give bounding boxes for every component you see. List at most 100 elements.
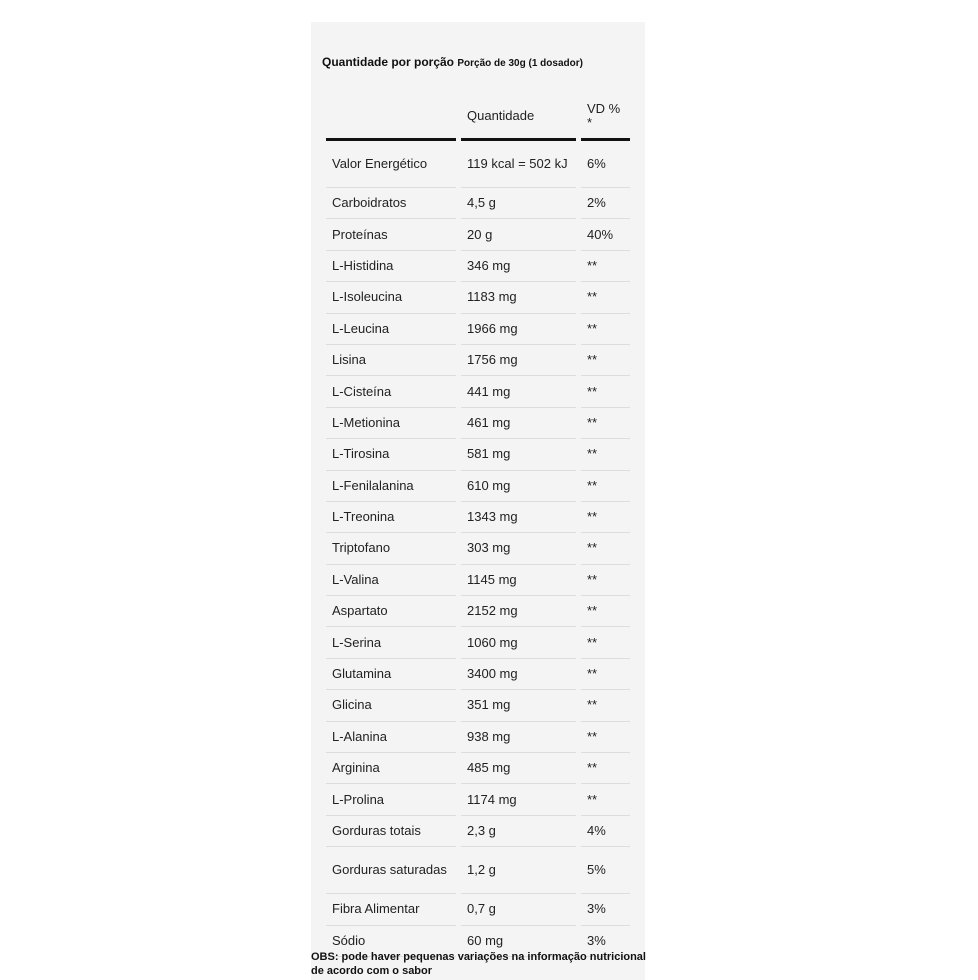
vd-cell: 4%: [581, 816, 630, 848]
quantity-cell: 441 mg: [461, 376, 576, 408]
quantity-cell: 1966 mg: [461, 314, 576, 345]
nutrient-cell: Valor Energético: [326, 141, 456, 188]
table-row: L-Histidina 346 mg **: [326, 251, 630, 283]
vd-cell: **: [581, 251, 630, 283]
nutrient-cell: Lisina: [326, 345, 456, 377]
vd-cell: 40%: [581, 219, 630, 251]
vd-cell: **: [581, 314, 630, 345]
nutrient-cell: L-Serina: [326, 627, 456, 659]
table-row: Lisina 1756 mg **: [326, 345, 630, 377]
table-row: Valor Energético 119 kcal = 502 kJ 6%: [326, 141, 630, 188]
nutrient-cell: L-Histidina: [326, 251, 456, 283]
vd-cell: **: [581, 627, 630, 659]
quantity-cell: 20 g: [461, 219, 576, 251]
quantity-cell: 303 mg: [461, 533, 576, 565]
nutrient-cell: Arginina: [326, 753, 456, 785]
nutrient-cell: Proteínas: [326, 219, 456, 251]
vd-cell: **: [581, 690, 630, 722]
nutrient-cell: L-Fenilalanina: [326, 471, 456, 502]
vd-cell: **: [581, 722, 630, 754]
nutrient-cell: Fibra Alimentar: [326, 894, 456, 926]
nutrient-cell: Carboidratos: [326, 188, 456, 220]
nutrient-cell: Aspartato: [326, 596, 456, 628]
nutrient-cell: L-Valina: [326, 565, 456, 597]
table-row: Fibra Alimentar 0,7 g 3%: [326, 894, 630, 926]
vd-cell: **: [581, 376, 630, 408]
quantity-cell: 1756 mg: [461, 345, 576, 377]
quantity-cell: 2152 mg: [461, 596, 576, 628]
table-row: L-Prolina 1174 mg **: [326, 784, 630, 816]
vd-cell: 5%: [581, 847, 630, 895]
nutrient-cell: L-Leucina: [326, 314, 456, 345]
quantity-cell: 351 mg: [461, 690, 576, 722]
quantity-cell: 938 mg: [461, 722, 576, 754]
quantity-cell: 485 mg: [461, 753, 576, 785]
table-row: Glutamina 3400 mg **: [326, 659, 630, 691]
quantity-cell: 346 mg: [461, 251, 576, 283]
vd-cell: **: [581, 784, 630, 816]
table-row: L-Valina 1145 mg **: [326, 565, 630, 597]
table-row: Sódio 60 mg 3%: [326, 926, 630, 957]
table-row: L-Leucina 1966 mg **: [326, 314, 630, 345]
quantity-cell: 1145 mg: [461, 565, 576, 597]
vd-cell: 3%: [581, 926, 630, 957]
table-header-row: Quantidade VD % *: [326, 93, 630, 141]
table-row: L-Fenilalanina 610 mg **: [326, 471, 630, 502]
table-row: L-Cisteína 441 mg **: [326, 376, 630, 408]
quantity-cell: 119 kcal = 502 kJ: [461, 141, 576, 188]
nutrient-cell: L-Tirosina: [326, 439, 456, 471]
vd-cell: **: [581, 439, 630, 471]
vd-cell: **: [581, 345, 630, 377]
quantity-cell: 0,7 g: [461, 894, 576, 926]
table-row: L-Serina 1060 mg **: [326, 627, 630, 659]
table-row: Gorduras totais 2,3 g 4%: [326, 816, 630, 848]
vd-cell: **: [581, 596, 630, 628]
vd-cell: **: [581, 471, 630, 502]
vd-cell: **: [581, 408, 630, 440]
note-text: OBS: pode haver pequenas variações na in…: [311, 951, 646, 977]
quantity-cell: 1183 mg: [461, 282, 576, 314]
table-row: L-Isoleucina 1183 mg **: [326, 282, 630, 314]
vd-cell: **: [581, 565, 630, 597]
table-row: Aspartato 2152 mg **: [326, 596, 630, 628]
nutrient-cell: L-Metionina: [326, 408, 456, 440]
table-row: L-Treonina 1343 mg **: [326, 502, 630, 534]
nutrient-cell: L-Isoleucina: [326, 282, 456, 314]
quantity-cell: 60 mg: [461, 926, 576, 957]
serving-title: Quantidade por porção: [322, 55, 455, 69]
table-row: Gorduras saturadas 1,2 g 5%: [326, 847, 630, 895]
vd-cell: **: [581, 282, 630, 314]
nutrient-cell: L-Cisteína: [326, 376, 456, 408]
table-row: Glicina 351 mg **: [326, 690, 630, 722]
quantity-cell: 3400 mg: [461, 659, 576, 691]
nutrient-cell: Glicina: [326, 690, 456, 722]
vd-cell: 6%: [581, 141, 630, 188]
vd-cell: **: [581, 502, 630, 534]
vd-cell: 2%: [581, 188, 630, 220]
table-row: L-Alanina 938 mg **: [326, 722, 630, 754]
quantity-cell: 4,5 g: [461, 188, 576, 220]
table-row: Proteínas 20 g 40%: [326, 219, 630, 251]
serving-size: Porção de 30g (1 dosador): [457, 58, 583, 69]
nutrient-cell: Glutamina: [326, 659, 456, 691]
quantity-cell: 1174 mg: [461, 784, 576, 816]
nutrient-cell: Gorduras saturadas: [326, 847, 456, 895]
nutrient-cell: Sódio: [326, 926, 456, 957]
table-row: L-Tirosina 581 mg **: [326, 439, 630, 471]
column-header-quantity: Quantidade: [461, 93, 576, 141]
nutrient-cell: L-Prolina: [326, 784, 456, 816]
vd-cell: **: [581, 533, 630, 565]
quantity-cell: 461 mg: [461, 408, 576, 440]
nutrient-cell: Triptofano: [326, 533, 456, 565]
quantity-cell: 1343 mg: [461, 502, 576, 534]
quantity-cell: 610 mg: [461, 471, 576, 502]
quantity-cell: 1,2 g: [461, 847, 576, 895]
column-header-vd: VD % *: [581, 93, 630, 141]
quantity-cell: 2,3 g: [461, 816, 576, 848]
quantity-cell: 581 mg: [461, 439, 576, 471]
vd-cell: **: [581, 753, 630, 785]
vd-cell: **: [581, 659, 630, 691]
nutrient-cell: Gorduras totais: [326, 816, 456, 848]
table-row: Carboidratos 4,5 g 2%: [326, 188, 630, 220]
quantity-cell: 1060 mg: [461, 627, 576, 659]
